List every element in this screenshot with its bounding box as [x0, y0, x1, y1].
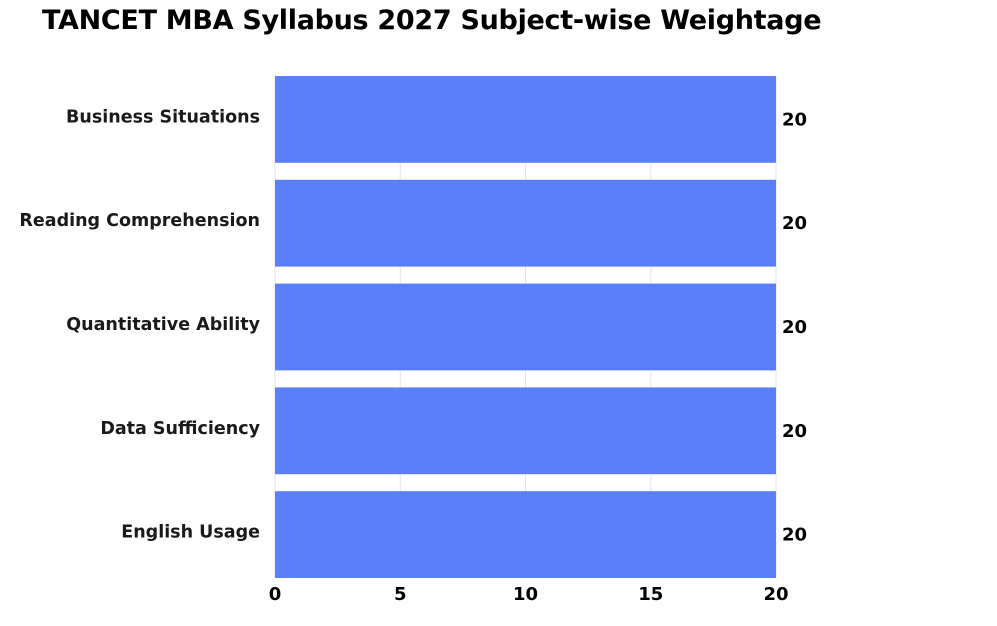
category-label: Quantitative Ability: [66, 315, 260, 335]
category-label: Data Sufficiency: [100, 419, 260, 439]
category-label: Reading Comprehension: [19, 211, 260, 231]
x-tick-label: 5: [394, 584, 407, 605]
value-labels: 20 20 20 20 20: [782, 109, 807, 545]
chart-title: TANCET MBA Syllabus 2027 Subject-wise We…: [42, 5, 822, 36]
bars: [275, 76, 776, 578]
x-axis-ticks: 0 5 10 15 20: [269, 584, 789, 605]
x-tick-label: 15: [638, 584, 663, 605]
value-label: 20: [782, 421, 807, 442]
category-labels: Business Situations Reading Comprehension…: [19, 107, 260, 542]
category-label: Business Situations: [66, 107, 260, 127]
value-label: 20: [782, 109, 807, 130]
x-tick-label: 20: [763, 584, 788, 605]
bar-quantitative-ability: [275, 283, 776, 371]
x-tick-label: 10: [513, 584, 538, 605]
x-tick-label: 0: [269, 584, 282, 605]
bar-data-sufficiency: [275, 387, 776, 475]
value-label: 20: [782, 213, 807, 234]
bar-english-usage: [275, 491, 776, 578]
category-label: English Usage: [121, 523, 260, 543]
value-label: 20: [782, 317, 807, 338]
value-label: 20: [782, 525, 807, 546]
bar-business-situations: [275, 76, 776, 163]
bar-reading-comprehension: [275, 179, 776, 267]
